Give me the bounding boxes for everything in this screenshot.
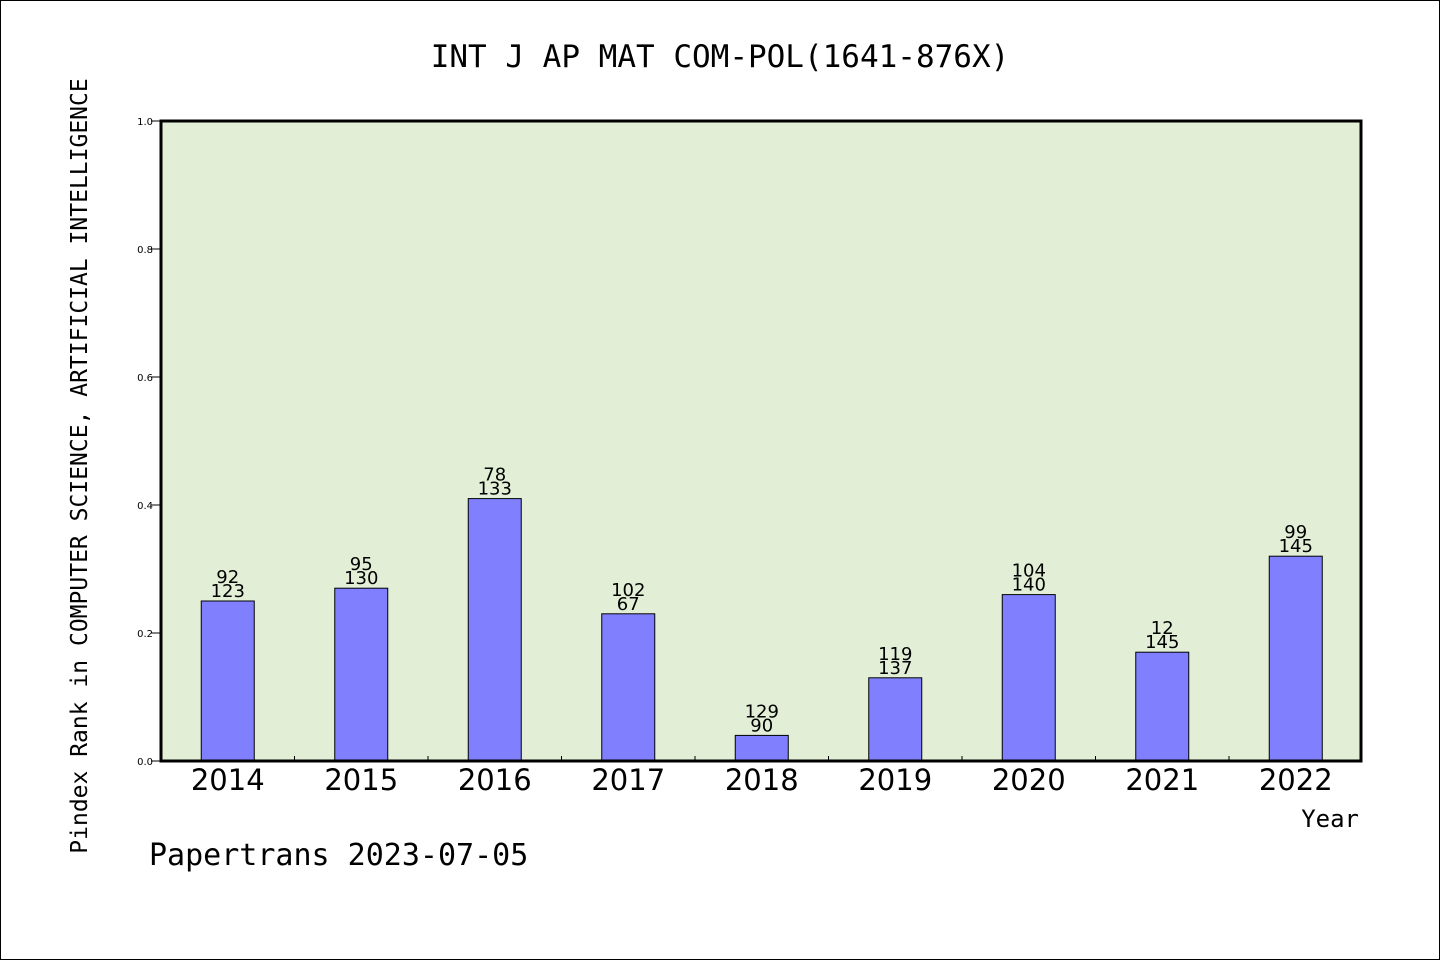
x-tick-label: 2015 <box>324 763 398 797</box>
bar-annotation-upper: 99 <box>1284 522 1307 543</box>
bar-2015 <box>334 587 389 762</box>
y-tick-label: 0.8 <box>137 245 153 256</box>
bar-annotation-upper: 95 <box>350 554 373 575</box>
bar-annotation-lower: 140 <box>1012 575 1046 596</box>
x-tick-label: 2021 <box>1125 763 1199 797</box>
plot-area: 0.00.20.40.60.81.09212320149513020157813… <box>137 117 1363 797</box>
bar-2022 <box>1268 555 1323 762</box>
bar-2020 <box>1001 594 1056 762</box>
chart-title: INT J AP MAT COM-POL(1641-876X) <box>431 39 1010 75</box>
x-tick-label: 2016 <box>458 763 532 797</box>
bar-2016 <box>467 498 522 762</box>
x-tick-label: 2022 <box>1259 763 1333 797</box>
bar-annotation-lower: 67 <box>617 594 640 615</box>
bar-annotation-upper: 129 <box>745 701 779 722</box>
bar-annotation-upper: 78 <box>483 465 506 486</box>
bar-2018 <box>734 734 789 762</box>
bar-annotation-lower: 133 <box>478 479 512 500</box>
y-tick-label: 0.0 <box>137 757 153 768</box>
bar-annotation-upper: 102 <box>611 580 645 601</box>
bar-annotation-upper: 119 <box>878 644 912 665</box>
y-tick-label: 0.2 <box>137 629 153 640</box>
bar-annotation-lower: 145 <box>1279 536 1313 557</box>
y-tick-label: 0.4 <box>137 501 153 512</box>
bar-annotation-lower: 130 <box>344 568 378 589</box>
x-tick-label: 2014 <box>191 763 265 797</box>
footer-credit: Papertrans 2023-07-05 <box>149 838 528 873</box>
plot-frame <box>159 119 1363 763</box>
bar-annotation-lower: 137 <box>878 658 912 679</box>
x-axis-label: Year <box>1301 805 1359 833</box>
x-tick-label: 2020 <box>992 763 1066 797</box>
bar-annotation-upper: 104 <box>1012 561 1046 582</box>
bar-2021 <box>1135 651 1190 762</box>
bar-annotation-lower: 145 <box>1145 632 1179 653</box>
bar-2014 <box>200 600 255 762</box>
bar-annotation-lower: 123 <box>211 581 245 602</box>
bar-annotation-lower: 90 <box>750 715 773 736</box>
bar-annotation-upper: 92 <box>216 567 239 588</box>
bar-2019 <box>868 677 923 762</box>
y-tick-label: 1.0 <box>137 117 153 128</box>
y-axis-label: Pindex Rank in COMPUTER SCIENCE, ARTIFIC… <box>67 78 93 853</box>
bar-2017 <box>601 613 656 762</box>
x-tick-label: 2017 <box>591 763 665 797</box>
y-tick-label: 0.6 <box>137 373 153 384</box>
x-tick-label: 2019 <box>858 763 932 797</box>
x-tick-label: 2018 <box>725 763 799 797</box>
bar-annotation-upper: 12 <box>1151 618 1174 639</box>
